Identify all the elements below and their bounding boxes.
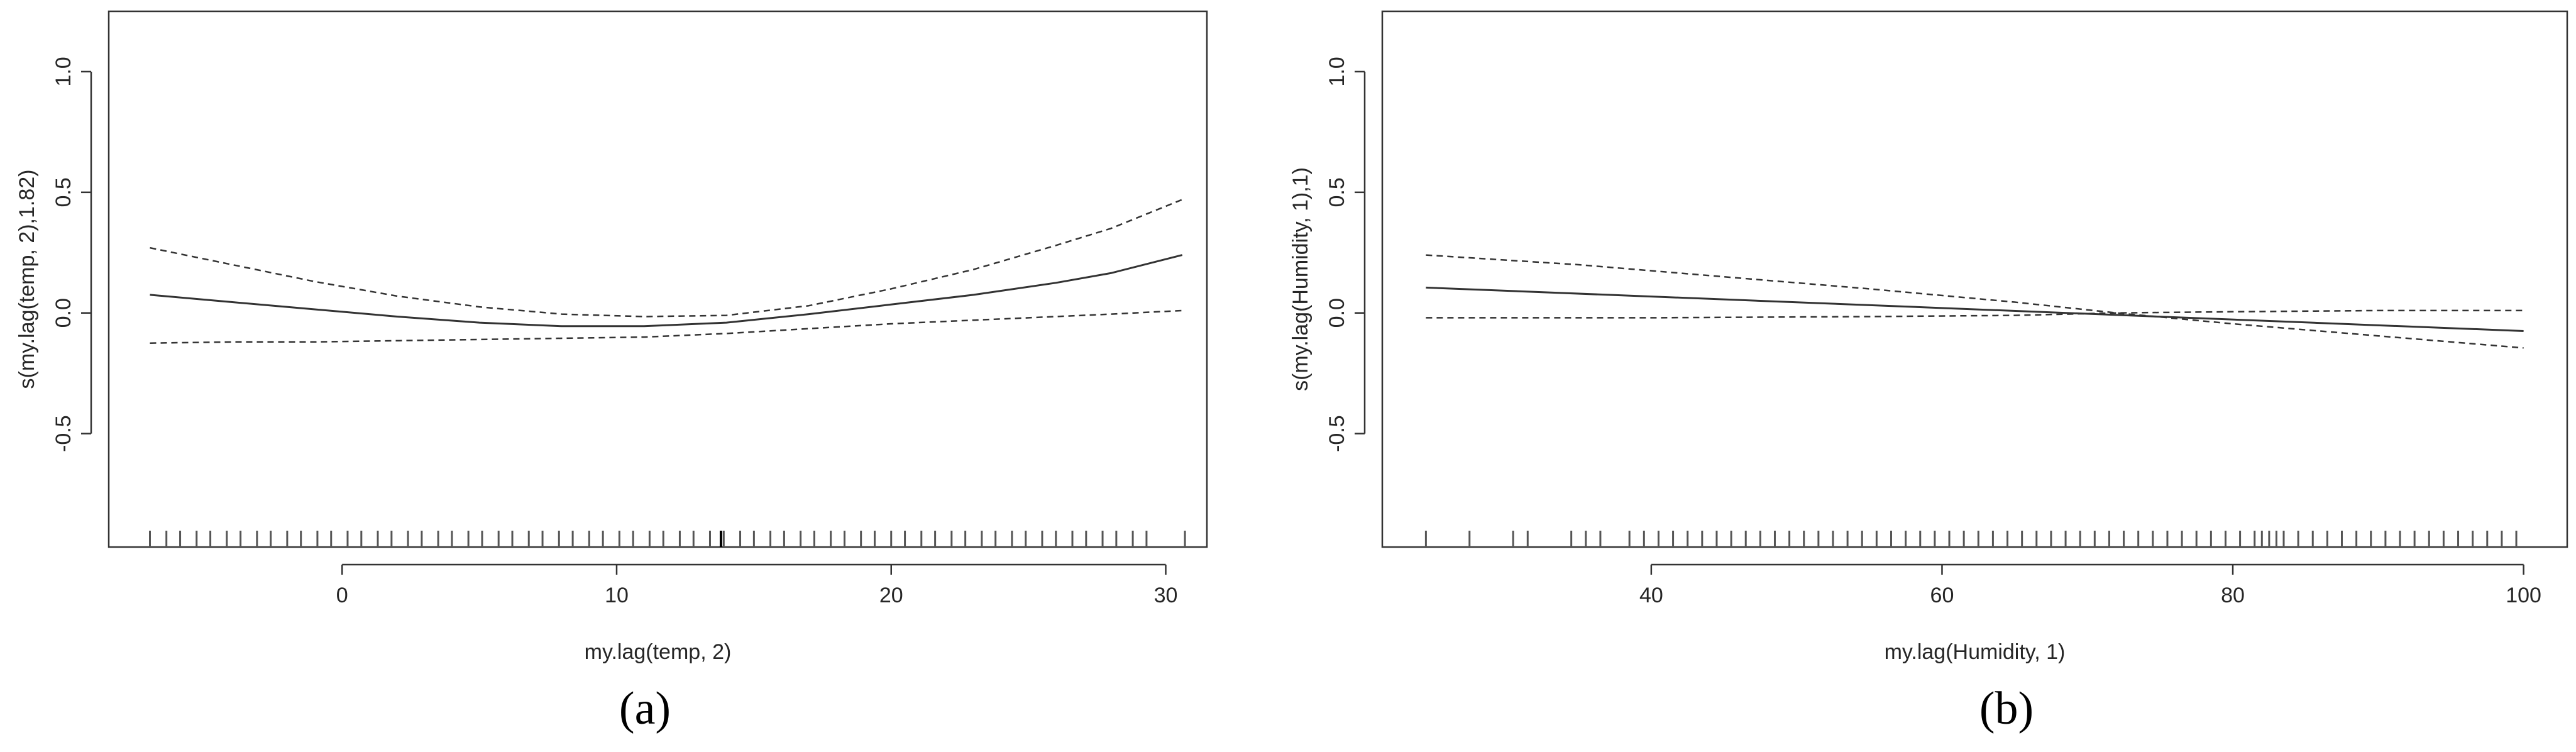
y-tick-label: -0.5 xyxy=(52,415,75,452)
x-axis-title: my.lag(temp, 2) xyxy=(585,640,732,664)
panel-label-b: (b) xyxy=(1979,683,2034,734)
smooth-estimate-line xyxy=(1426,286,2524,332)
plot-frame xyxy=(107,10,1208,548)
x-tick-label: 80 xyxy=(2221,583,2245,607)
panel-label-a: (a) xyxy=(619,683,671,734)
y-tick-label: 0.5 xyxy=(52,177,75,207)
panel-a: 0 10 20 30 -0.5 0.0 0.5 1.0 my.lag(temp, 2) s(my.… xyxy=(15,10,1208,734)
y-tick-label: 0.5 xyxy=(1325,177,1349,207)
x-tick-label: 30 xyxy=(1154,583,1178,607)
y-tick-label: 0.0 xyxy=(1325,298,1349,328)
x-tick-label: 10 xyxy=(605,583,629,607)
x-tick-label: 40 xyxy=(1639,583,1663,607)
x-tick-label: 0 xyxy=(336,583,348,607)
y-tick-label: 0.0 xyxy=(52,298,75,328)
panel-b: 40 60 80 100 -0.5 0.0 0.5 1.0 my.lag(Humidity, 1… xyxy=(1288,0,2576,752)
x-tick-label: 20 xyxy=(879,583,903,607)
lower-confidence-bound-line xyxy=(1426,309,2524,319)
x-tick-label: 60 xyxy=(1930,583,1954,607)
smooth-estimate-line xyxy=(150,254,1183,328)
x-tick-label: 100 xyxy=(2506,583,2541,607)
upper-confidence-bound-line xyxy=(1426,254,2524,349)
upper-confidence-bound-line xyxy=(150,199,1183,318)
x-axis-title: my.lag(Humidity, 1) xyxy=(1885,640,2066,664)
plot-frame xyxy=(1381,10,2568,548)
gam-smooth-plot-humidity: 40 60 80 100 -0.5 0.0 0.5 1.0 my.lag(Humidity, 1… xyxy=(1289,10,2568,664)
y-axis-title: s(my.lag(Humidity, 1),1) xyxy=(1289,167,1313,391)
y-tick-label: -0.5 xyxy=(1325,415,1349,452)
gam-smooth-plot-temp: 0 10 20 30 -0.5 0.0 0.5 1.0 my.lag(temp, 2) s(my.… xyxy=(15,10,1208,664)
y-tick-label: 1.0 xyxy=(52,57,75,86)
y-axis-title: s(my.lag(temp, 2),1.82) xyxy=(15,170,39,389)
lower-confidence-bound-line xyxy=(150,309,1182,344)
y-tick-label: 1.0 xyxy=(1325,57,1349,86)
